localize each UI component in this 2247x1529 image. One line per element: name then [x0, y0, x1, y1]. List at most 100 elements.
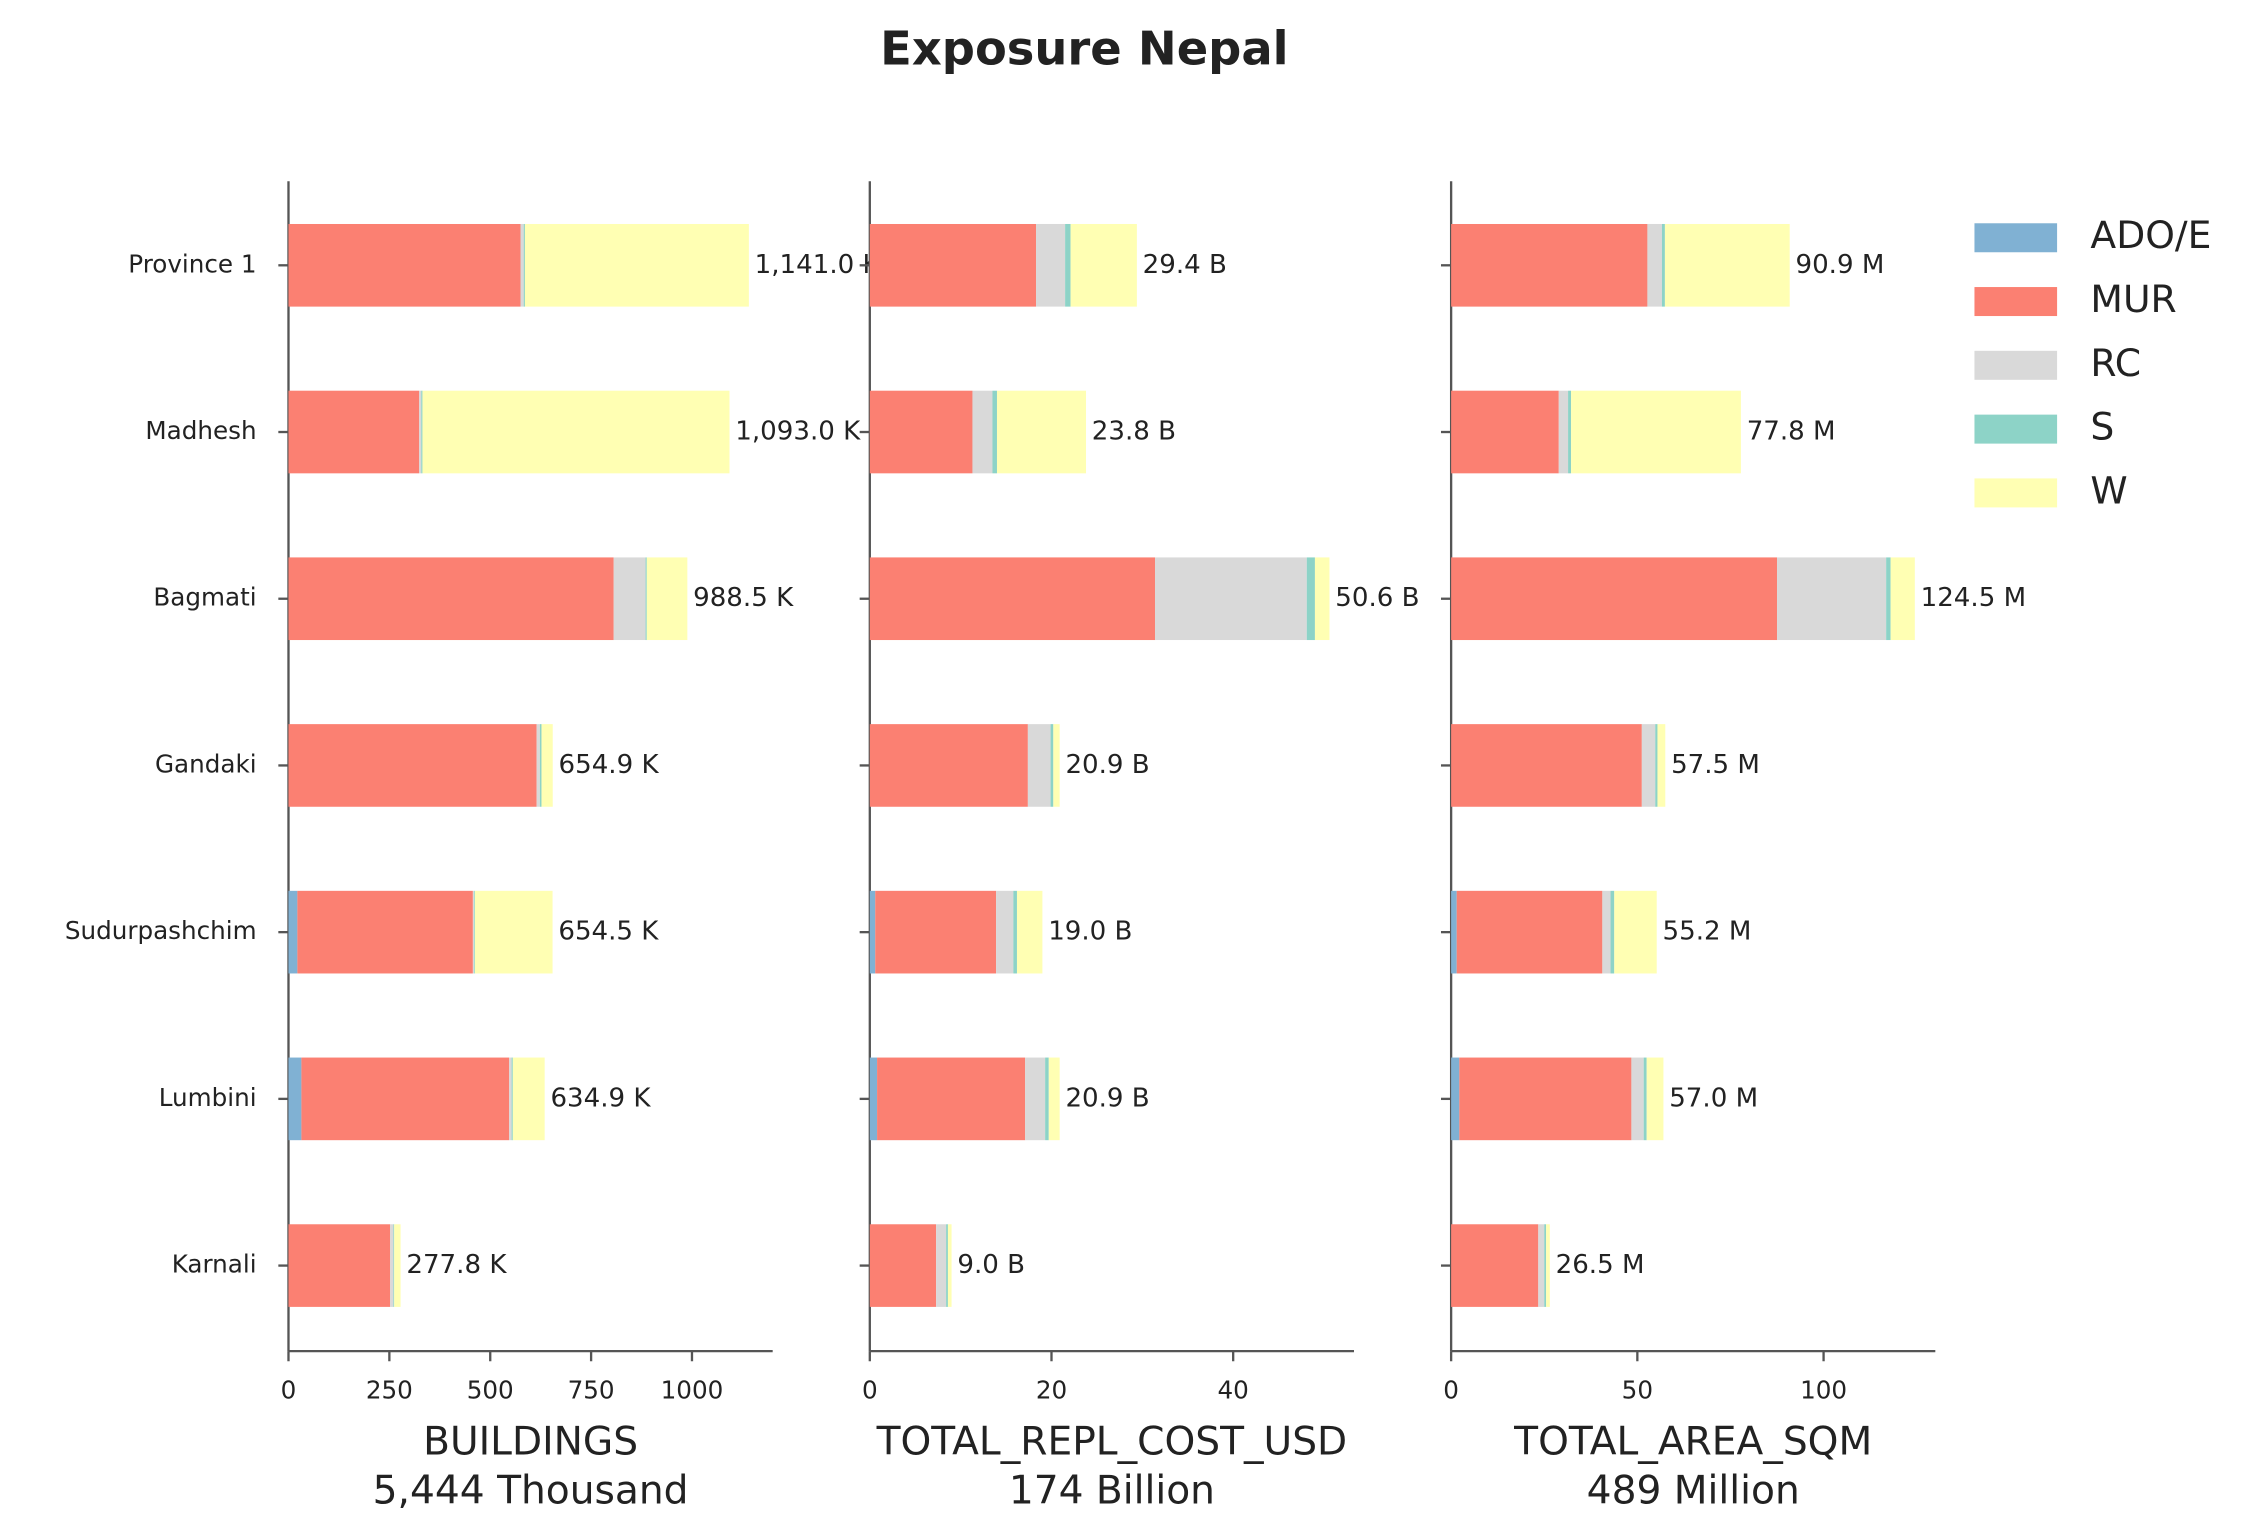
total-label: 277.8 K [406, 1250, 507, 1280]
bar-segment [288, 223, 521, 307]
bar-segment [1777, 557, 1887, 641]
bar-segment [946, 1224, 948, 1307]
bar-segment [1451, 223, 1648, 307]
bar-segment [1065, 223, 1071, 307]
y-tick-label: Sudurpashchim [65, 916, 257, 945]
bar-segment [297, 890, 473, 974]
legend-label: ADO/E [2090, 213, 2211, 257]
x-axis-subtitle: 489 Million [1587, 1469, 1800, 1514]
bar-segment [972, 390, 993, 474]
bar-segment [393, 1224, 395, 1307]
bar-segment [1451, 1224, 1539, 1307]
legend-label: RC [2090, 341, 2141, 385]
x-axis-subtitle: 5,444 Thousand [373, 1469, 689, 1514]
total-label: 77.8 M [1747, 417, 1836, 447]
legend-label: MUR [2090, 277, 2176, 321]
bar-segment [511, 1057, 513, 1141]
bar-segment [523, 223, 525, 307]
legend-swatch [1974, 287, 2058, 317]
bar-segment [421, 390, 423, 474]
bar-segment [1048, 1057, 1060, 1141]
bar-segment [288, 890, 298, 974]
x-axis-label: BUILDINGS [423, 1419, 638, 1464]
legend-swatch [1974, 478, 2058, 508]
bar-segment [1451, 1057, 1460, 1141]
x-tick-label: 500 [467, 1376, 514, 1405]
bar-segment [992, 390, 997, 474]
x-tick-label: 0 [1443, 1376, 1459, 1405]
legend-label: W [2090, 468, 2127, 512]
bar-segment [1602, 890, 1611, 974]
bar-segment [288, 1224, 391, 1307]
bar-segment [1655, 724, 1658, 807]
bar-segment [1451, 390, 1559, 474]
bar-segment [869, 390, 973, 474]
bar-segment [1538, 1224, 1545, 1307]
legend-label: S [2090, 405, 2114, 449]
bar-segment [288, 557, 614, 641]
bar-segment [474, 890, 475, 974]
bar-segment [936, 1224, 947, 1307]
bar-segment [1456, 890, 1603, 974]
bar-segment [1614, 890, 1657, 974]
bar-segment [1314, 557, 1330, 641]
bar-segment [1016, 890, 1043, 974]
bar-segment [869, 724, 1028, 807]
bar-segment [869, 557, 1156, 641]
bar-segment [869, 1057, 878, 1141]
total-label: 20.9 B [1065, 750, 1149, 780]
total-label: 26.5 M [1556, 1250, 1645, 1280]
x-tick-label: 50 [1622, 1376, 1653, 1405]
total-label: 988.5 K [693, 583, 794, 613]
bar-segment [1568, 390, 1572, 474]
y-tick-label: Bagmati [153, 583, 256, 612]
bar-segment [541, 724, 553, 807]
bar-segment [1657, 724, 1666, 807]
bar-segment [875, 890, 997, 974]
bar-segment [419, 390, 422, 474]
bar-segment [1546, 1224, 1550, 1307]
x-tick-label: 250 [366, 1376, 413, 1405]
bar-segment [1646, 1057, 1664, 1141]
bar-segment [869, 223, 1037, 307]
bar-segment [1025, 1057, 1046, 1141]
bar-segment [288, 1057, 302, 1141]
legend-swatch [1974, 350, 2058, 380]
bar-segment [536, 724, 540, 807]
bar-segment [539, 724, 542, 807]
bar-segment [877, 1057, 1026, 1141]
total-label: 55.2 M [1663, 917, 1752, 947]
x-tick-label: 0 [281, 1376, 297, 1405]
y-tick-label: Province 1 [128, 249, 256, 278]
bar-segment [1451, 724, 1642, 807]
total-label: 57.0 M [1669, 1083, 1758, 1113]
legend-swatch [1974, 223, 2058, 253]
total-label: 9.0 B [957, 1250, 1025, 1280]
total-label: 19.0 B [1048, 917, 1132, 947]
total-label: 654.9 K [559, 750, 660, 780]
bar-segment [1890, 557, 1915, 641]
bar-segment [869, 890, 876, 974]
bar-segment [1661, 223, 1665, 307]
total-label: 29.4 B [1143, 250, 1227, 280]
total-label: 654.5 K [558, 917, 659, 947]
bar-segment [524, 223, 749, 307]
bar-segment [301, 1057, 510, 1141]
bar-segment [1647, 223, 1662, 307]
x-tick-label: 40 [1218, 1376, 1249, 1405]
y-tick-label: Lumbini [159, 1083, 257, 1112]
bar-segment [613, 557, 646, 641]
bar-segment [1571, 390, 1741, 474]
bar-segment [1451, 890, 1457, 974]
x-tick-label: 20 [1036, 1376, 1067, 1405]
x-tick-label: 1000 [661, 1376, 724, 1405]
bar-segment [996, 390, 1087, 474]
chart-title: Exposure Nepal [880, 22, 1288, 76]
bar-segment [1459, 1057, 1632, 1141]
total-label: 57.5 M [1671, 750, 1760, 780]
x-tick-label: 100 [1800, 1376, 1847, 1405]
bar-segment [869, 1224, 937, 1307]
x-axis-subtitle: 174 Billion [1009, 1469, 1215, 1514]
bar-segment [996, 890, 1014, 974]
bar-segment [1451, 557, 1778, 641]
